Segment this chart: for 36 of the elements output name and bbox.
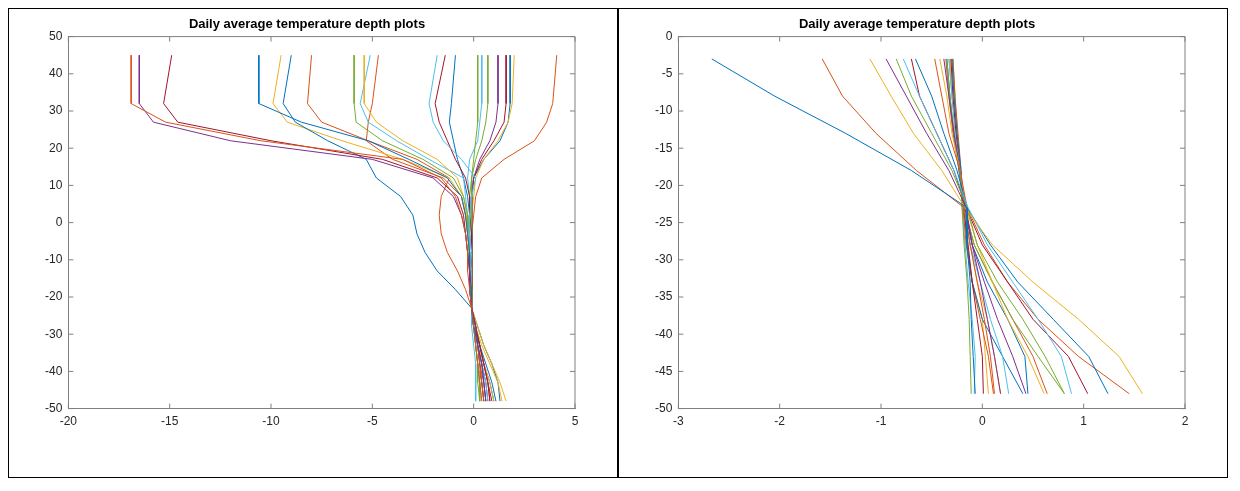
chart-title: Daily average temperature depth plots bbox=[188, 16, 426, 32]
chart-title: Daily average temperature depth plots bbox=[798, 16, 1036, 32]
y-tick-label: -50 bbox=[45, 400, 63, 415]
y-tick-label: -35 bbox=[655, 289, 673, 304]
y-tick-label: 20 bbox=[48, 140, 63, 155]
y-tick-label: 0 bbox=[55, 214, 63, 229]
x-tick-label: 0 bbox=[470, 414, 478, 429]
y-tick-label: 0 bbox=[665, 28, 673, 43]
x-tick-label: 0 bbox=[978, 414, 986, 429]
x-tick-label: -15 bbox=[161, 414, 179, 429]
x-tick-label: -5 bbox=[367, 414, 378, 429]
y-tick-label: -40 bbox=[45, 363, 63, 378]
x-tick-label: -20 bbox=[59, 414, 78, 429]
y-tick-label: 10 bbox=[48, 177, 63, 192]
y-tick-label: -10 bbox=[45, 252, 63, 267]
y-tick-label: 30 bbox=[48, 103, 63, 118]
y-tick-label: -10 bbox=[655, 103, 673, 118]
y-tick-label: -30 bbox=[45, 326, 63, 341]
x-tick-label: -3 bbox=[673, 414, 684, 429]
x-tick-label: 5 bbox=[571, 414, 579, 429]
y-tick-label: -15 bbox=[655, 140, 673, 155]
y-tick-label: -45 bbox=[655, 363, 673, 378]
x-tick-label: 1 bbox=[1080, 414, 1088, 429]
x-tick-label: -10 bbox=[262, 414, 280, 429]
y-tick-label: -30 bbox=[655, 252, 673, 267]
x-tick-label: -1 bbox=[875, 414, 887, 429]
x-tick-label: -2 bbox=[774, 414, 786, 429]
y-tick-label: 40 bbox=[48, 66, 63, 81]
y-tick-label: -20 bbox=[655, 177, 673, 192]
y-tick-label: -25 bbox=[655, 214, 673, 229]
y-tick-label: 50 bbox=[48, 28, 63, 43]
y-tick-label: -5 bbox=[661, 66, 673, 81]
y-tick-label: -40 bbox=[655, 326, 673, 341]
y-tick-label: -20 bbox=[45, 289, 63, 304]
x-tick-label: 2 bbox=[1181, 414, 1189, 429]
y-tick-label: -50 bbox=[655, 400, 673, 415]
